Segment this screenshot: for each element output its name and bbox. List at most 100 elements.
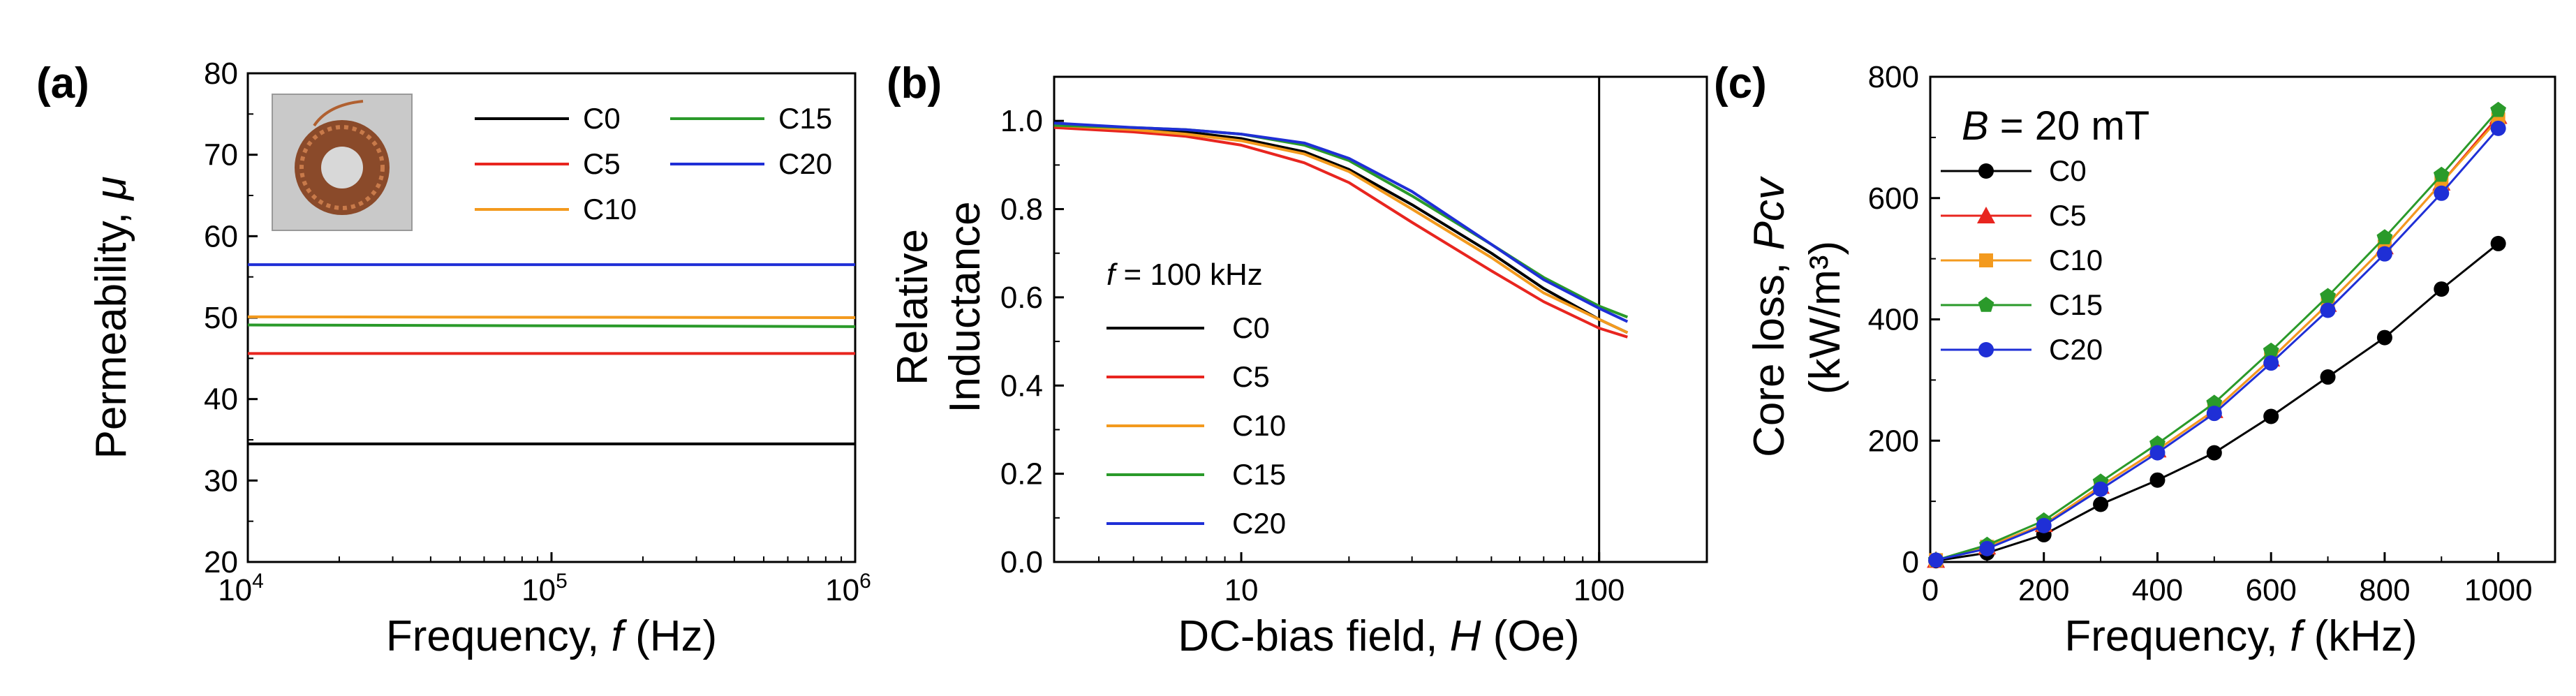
- c-legend-label-c0: C0: [2049, 154, 2087, 187]
- a-x-tick-label: 106: [825, 570, 871, 607]
- c-legend-label-c15: C15: [2049, 288, 2103, 321]
- c-legend-marker-c5: [1977, 207, 1995, 223]
- b-series-line-c10: [1053, 124, 1629, 334]
- panel-c-y-axis-title-line1: Core loss, Pcv: [1745, 176, 1793, 457]
- panel-b-chart: 0.0 0.2 0.4 0.6 0.8 1.0 10 100 C0 C5 C10 C15 C20 f …: [889, 75, 1708, 660]
- c-legend-marker-c10: [1979, 253, 1993, 267]
- c-point-c15: [2376, 229, 2393, 244]
- a-legend-label-c15: C15: [778, 102, 832, 135]
- b-series-line-c0: [1053, 124, 1629, 334]
- panel-c-x-axis-title: Frequency, f (kHz): [2064, 612, 2417, 660]
- c-y-tick-label: 200: [1868, 424, 1919, 458]
- c-point-c20: [2434, 185, 2450, 201]
- b-series-line-c5: [1053, 126, 1628, 339]
- c-point-c0: [2490, 235, 2506, 251]
- c-point-c0: [2093, 496, 2109, 512]
- c-legend-marker-c0: [1978, 163, 1994, 179]
- a-y-tick-label: 60: [204, 219, 238, 253]
- b-x-tick-label: 100: [1574, 573, 1624, 607]
- c-point-c20: [2263, 355, 2279, 371]
- b-y-tick-label: 0.2: [1000, 457, 1043, 491]
- c-x-tick-label: 200: [2018, 573, 2069, 607]
- a-x-tick-label: 104: [218, 570, 264, 607]
- c-point-c20: [2320, 302, 2336, 318]
- b-legend-label-c5: C5: [1232, 360, 1270, 393]
- a-y-tick-label: 80: [204, 57, 238, 91]
- a-y-tick-label: 30: [204, 464, 238, 498]
- c-point-c20: [2093, 481, 2109, 497]
- b-y-tick-label: 0.4: [1000, 369, 1043, 403]
- c-point-c15: [2433, 166, 2450, 182]
- c-point-c20: [1928, 552, 1944, 568]
- c-legend-marker-c15: [1978, 297, 1994, 312]
- a-y-tick-label: 40: [204, 383, 238, 417]
- b-y-tick-label: 0.0: [1000, 545, 1043, 579]
- b-y-tick-label: 0.8: [1000, 193, 1043, 227]
- a-legend-label-c5: C5: [583, 147, 621, 180]
- c-series-line-c10: [1935, 118, 2499, 561]
- a-x-tick-label: 105: [521, 570, 568, 607]
- c-point-c0: [2434, 281, 2450, 297]
- c-point-c0: [2149, 472, 2166, 488]
- c-legend-label-c20: C20: [2049, 333, 2103, 366]
- c-point-c15: [2320, 288, 2336, 304]
- c-legend-label-c10: C10: [2049, 244, 2103, 276]
- c-x-tick-label: 400: [2132, 573, 2183, 607]
- panel-b-y-axis-title-line2: Inductance: [941, 201, 989, 413]
- a-y-tick-label: 20: [204, 545, 238, 579]
- b-legend-label-c20: C20: [1232, 507, 1286, 540]
- panel-c-y-axis-title-line2: (kW/m³): [1801, 241, 1849, 394]
- toroid-photo-inset: [272, 94, 413, 231]
- b-x-tick-label: 10: [1224, 573, 1259, 607]
- c-legend-label-c5: C5: [2049, 199, 2087, 232]
- c-point-c0: [2206, 445, 2222, 461]
- panel-c-label: (c): [1714, 59, 1767, 108]
- c-point-c20: [2490, 120, 2506, 136]
- panel-c-chart: 0 200 400 600 800 0 200 400 600 800 1000 C0 C5 C10 C1…: [1745, 60, 2556, 660]
- c-point-c0: [2320, 369, 2336, 385]
- c-series-line-c5: [1935, 115, 2499, 561]
- panel-a-chart: 20 30 40 50 60 70 80 104 105 106 C0 C5 C10 C15 C20 Fr…: [87, 57, 871, 660]
- panel-b-label: (b): [887, 59, 942, 108]
- c-series-line-c15: [1935, 109, 2499, 561]
- c-point-c15: [2490, 101, 2506, 117]
- panel-a-x-axis-title: Frequency, f (Hz): [386, 612, 717, 660]
- c-point-c20: [2036, 517, 2052, 533]
- c-point-c20: [2376, 246, 2392, 262]
- c-x-tick-label: 600: [2245, 573, 2296, 607]
- panel-b-frequency-annotation: f = 100 kHz: [1106, 258, 1263, 292]
- c-point-c20: [2149, 445, 2166, 461]
- b-legend-label-c0: C0: [1232, 311, 1270, 344]
- c-x-tick-label: 800: [2359, 573, 2410, 607]
- c-y-tick-label: 800: [1868, 60, 1919, 94]
- a-series-line-c10: [247, 315, 856, 319]
- c-x-tick-label: 1000: [2464, 573, 2533, 607]
- c-y-tick-label: 400: [1868, 303, 1919, 337]
- panel-b-y-axis-title-line1: Relative: [889, 229, 937, 385]
- c-point-c20: [2206, 406, 2222, 422]
- c-y-tick-label: 600: [1868, 182, 1919, 216]
- c-point-c0: [2376, 330, 2392, 346]
- c-point-c15: [2206, 394, 2223, 410]
- c-point-c15: [2263, 342, 2279, 358]
- a-legend-label-c20: C20: [778, 147, 832, 180]
- b-y-tick-label: 1.0: [1000, 104, 1043, 138]
- a-y-tick-label: 70: [204, 138, 238, 172]
- panel-a-label: (a): [36, 59, 89, 108]
- c-y-tick-label: 0: [1902, 545, 1919, 579]
- c-legend-marker-c20: [1978, 342, 1994, 357]
- a-legend-label-c10: C10: [583, 193, 637, 225]
- a-y-tick-label: 50: [204, 301, 238, 335]
- c-series-line-c20: [1935, 127, 2499, 561]
- a-legend-label-c0: C0: [583, 102, 621, 135]
- panel-b-plot-frame: [1053, 75, 1708, 563]
- c-x-tick-label: 0: [1922, 573, 1939, 607]
- c-point-c0: [2263, 408, 2279, 424]
- panel-c-plot-frame: [1929, 75, 2556, 563]
- b-y-tick-label: 0.6: [1000, 281, 1043, 315]
- b-legend-label-c10: C10: [1232, 409, 1286, 442]
- panel-b-x-axis-title: DC-bias field, H (Oe): [1178, 612, 1579, 660]
- panel-c-flux-annotation: B = 20 mT: [1962, 103, 2149, 149]
- panel-a-y-axis-title: Permeability, μ: [87, 177, 135, 459]
